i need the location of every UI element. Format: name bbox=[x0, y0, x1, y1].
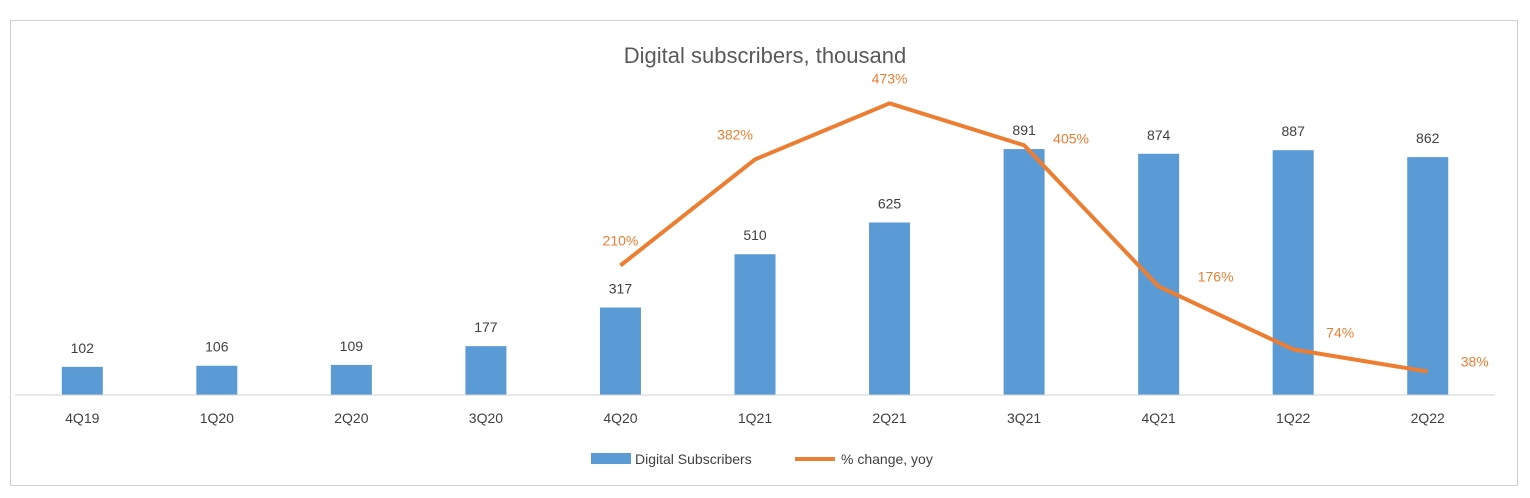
bar-label-4Q19: 102 bbox=[71, 340, 95, 356]
chart-frame: Digital subscribers, thousand 102 106 109 1… bbox=[10, 20, 1518, 486]
legend: Digital Subscribers % change, yoy bbox=[591, 451, 933, 467]
line-label-1Q21: 382% bbox=[717, 126, 753, 142]
plot-area: 102 106 109 177 317 510 625 891 874 887 862 4Q19 1Q2… bbox=[15, 70, 1495, 426]
x-tick-2Q22: 2Q22 bbox=[1411, 410, 1445, 426]
bar-label-1Q21: 510 bbox=[743, 227, 767, 243]
bar-label-1Q20: 106 bbox=[205, 339, 229, 355]
line-label-4Q20: 210% bbox=[603, 233, 639, 249]
x-tick-4Q19: 4Q19 bbox=[65, 410, 99, 426]
bar-1Q20 bbox=[196, 365, 238, 395]
bar-1Q22 bbox=[1272, 150, 1314, 395]
legend-label-bar: Digital Subscribers bbox=[635, 451, 752, 467]
bar-label-2Q20: 109 bbox=[340, 338, 364, 354]
bar-label-1Q22: 887 bbox=[1282, 123, 1306, 139]
chart-svg: Digital subscribers, thousand 102 106 1091… bbox=[15, 43, 1495, 467]
line-label-1Q22: 74% bbox=[1326, 324, 1354, 340]
x-tick-3Q21: 3Q21 bbox=[1007, 410, 1041, 426]
bar-2Q21 bbox=[869, 222, 911, 395]
x-tick-4Q21: 4Q21 bbox=[1142, 410, 1176, 426]
bar-1Q21 bbox=[734, 254, 776, 395]
line-label-2Q21: 473% bbox=[872, 70, 908, 86]
bar-2Q20 bbox=[330, 364, 372, 395]
legend-swatch-bar bbox=[591, 453, 631, 464]
bar-4Q21 bbox=[1138, 153, 1180, 395]
bar-4Q20 bbox=[599, 307, 641, 395]
x-tick-1Q22: 1Q22 bbox=[1276, 410, 1310, 426]
bar-label-2Q22: 862 bbox=[1416, 130, 1440, 146]
bar-label-4Q21: 874 bbox=[1147, 127, 1171, 143]
bar-4Q19 bbox=[61, 366, 103, 395]
bar-3Q21 bbox=[1003, 149, 1045, 395]
x-tick-4Q20: 4Q20 bbox=[603, 410, 637, 426]
x-tick-2Q20: 2Q20 bbox=[334, 410, 368, 426]
bar-label-4Q20: 317 bbox=[609, 281, 633, 297]
legend-label-line: % change, yoy bbox=[841, 451, 933, 467]
line-pct-change bbox=[619, 101, 1429, 374]
x-tick-3Q20: 3Q20 bbox=[469, 410, 503, 426]
bar-2Q22 bbox=[1407, 157, 1449, 395]
x-tick-1Q21: 1Q21 bbox=[738, 410, 772, 426]
line-label-3Q21: 405% bbox=[1053, 130, 1089, 146]
line-label-4Q21: 176% bbox=[1198, 268, 1234, 284]
bar-label-3Q20: 177 bbox=[474, 319, 498, 335]
chart-title: Digital subscribers, thousand bbox=[624, 43, 906, 68]
bar-3Q20 bbox=[465, 346, 507, 395]
line-label-2Q22: 38% bbox=[1461, 354, 1489, 370]
x-tick-2Q21: 2Q21 bbox=[872, 410, 906, 426]
bar-label-3Q21: 891 bbox=[1012, 122, 1036, 138]
bar-label-2Q21: 625 bbox=[878, 196, 902, 212]
x-tick-1Q20: 1Q20 bbox=[200, 410, 234, 426]
